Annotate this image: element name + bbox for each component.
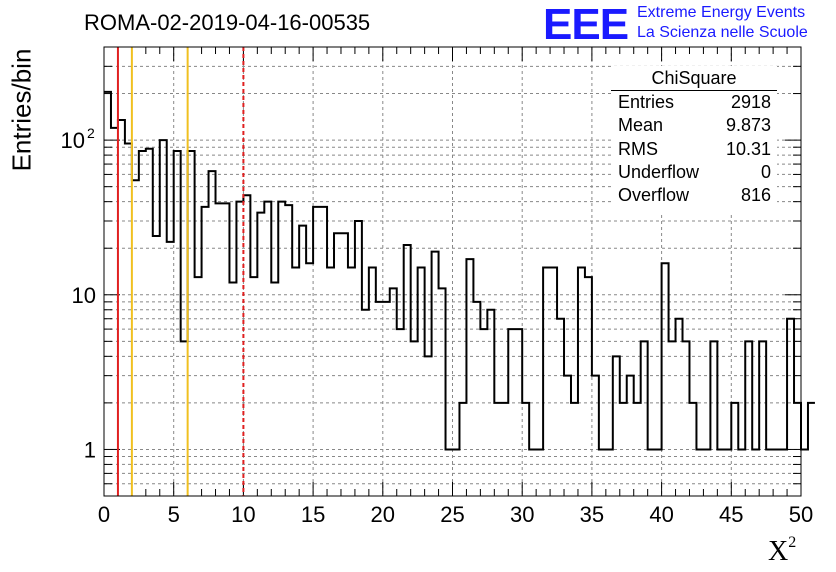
histogram-line xyxy=(104,90,815,451)
x-tick-label: 35 xyxy=(580,502,604,527)
y-axis-label: Entries/bin xyxy=(6,48,37,172)
stats-value: 816 xyxy=(740,185,771,206)
stats-value: 10.31 xyxy=(725,138,771,159)
stats-label: RMS xyxy=(618,138,658,159)
y-tick-label-exponent: 2 xyxy=(87,125,95,141)
x-axis-label: X2 xyxy=(768,534,797,568)
y-tick-label: 10 xyxy=(61,128,85,153)
y-axis-label-wrap: Entries/bin xyxy=(0,0,44,572)
x-tick-label: 45 xyxy=(719,502,743,527)
x-tick-label: 10 xyxy=(231,502,255,527)
x-axis-label-superscript: 2 xyxy=(788,534,797,551)
logo-line1: Extreme Energy Events xyxy=(637,4,806,21)
x-tick-label: 50 xyxy=(789,502,813,527)
stats-row: Underflow 0 xyxy=(611,161,777,184)
stats-row: Entries 2918 xyxy=(611,91,777,114)
plot-frame xyxy=(103,46,802,497)
logo-line2: La Scienza nelle Scuole xyxy=(637,24,808,41)
stats-label: Entries xyxy=(618,92,675,112)
chart-title: ROMA-02-2019-04-16-00535 xyxy=(84,10,371,35)
stats-label: Overflow xyxy=(618,185,690,206)
stats-label: Underflow xyxy=(618,161,700,182)
x-tick-label: 0 xyxy=(98,502,110,527)
eee-logo-icon: EEE xyxy=(543,0,629,49)
x-tick-label: 30 xyxy=(510,502,534,527)
stats-value: 0 xyxy=(760,161,771,182)
stats-value: 9.873 xyxy=(725,115,771,136)
stats-label: Mean xyxy=(618,115,664,136)
x-tick-label: 40 xyxy=(649,502,673,527)
stats-row: Overflow 816 xyxy=(611,184,777,207)
stats-row: RMS 10.31 xyxy=(611,138,777,161)
y-tick-label: 10 xyxy=(72,283,96,308)
x-tick-label: 25 xyxy=(440,502,464,527)
x-tick-label: 20 xyxy=(371,502,395,527)
x-tick-label: 5 xyxy=(168,502,180,527)
stats-value: 2918 xyxy=(730,92,771,112)
stats-box: ChiSquare Entries 2918 Mean 9.873 RMS 10.31… xyxy=(611,66,777,212)
y-tick-label: 1 xyxy=(84,437,96,462)
stats-box-title: ChiSquare xyxy=(611,66,777,91)
x-tick-label: 15 xyxy=(301,502,325,527)
x-axis-label-text: X xyxy=(768,536,789,567)
stats-row: Mean 9.873 xyxy=(611,114,777,137)
